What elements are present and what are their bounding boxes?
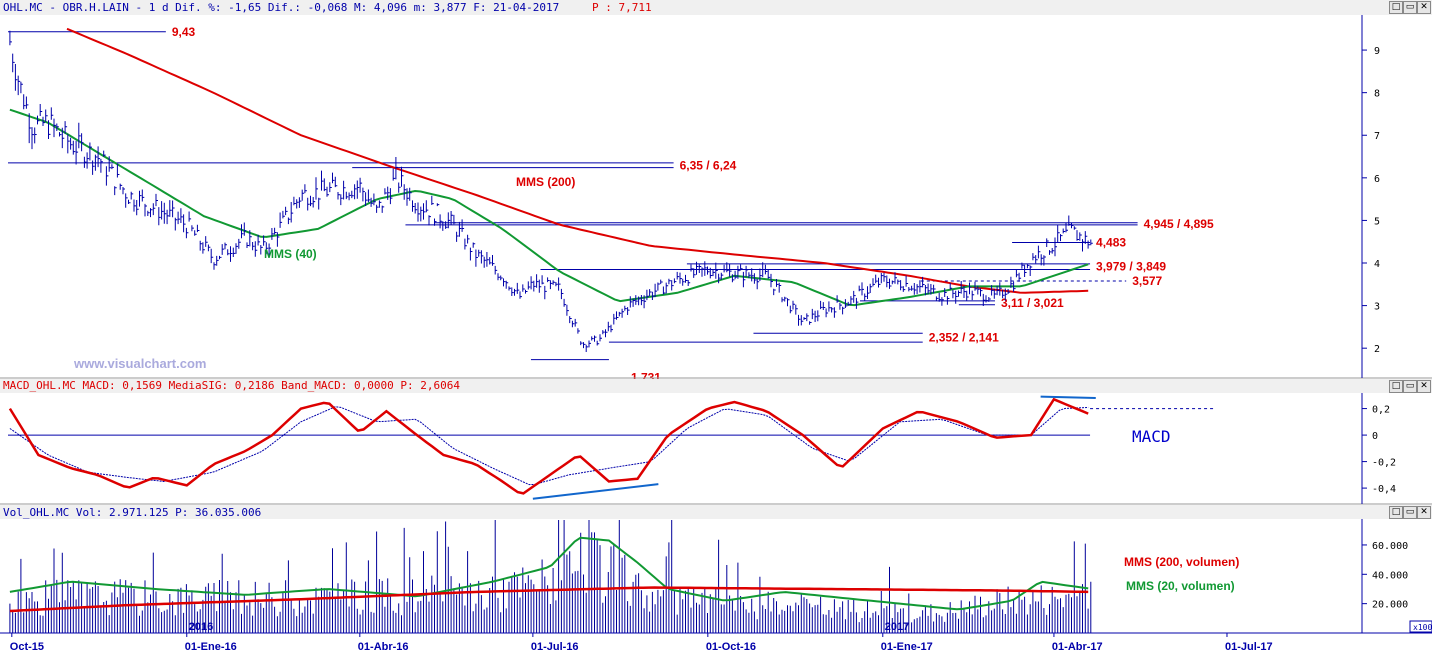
vol-tick-label-1: 40.000: [1372, 570, 1408, 581]
hline-label-6: 3,11 / 3,021: [1001, 296, 1064, 310]
macd-signal-line: [9, 406, 1089, 486]
unit-box-label: x100: [1413, 623, 1432, 632]
volume-panel: Vol_OHL.MC Vol: 2.971.125 P: 36.035.006 …: [0, 503, 1432, 633]
volume-averages: [9, 536, 1089, 613]
macd-label: MACD: [1132, 427, 1171, 446]
price-tick-label-0: 2: [1374, 344, 1380, 355]
macd-tick-label-3: -0,4: [1372, 484, 1396, 495]
x-tick-label-6: 01-Abr-17: [1052, 641, 1103, 652]
macd-panel: MACD_OHL.MC MACD: 0,1569 MediaSIG: 0,218…: [0, 377, 1432, 500]
mms200-label: MMS (200): [516, 175, 575, 189]
mms200-line: [66, 27, 1089, 294]
year-label-1: 2017: [885, 621, 909, 633]
vol-mms200-label: MMS (200, volumen): [1124, 555, 1239, 569]
divergence-line-0: [532, 483, 659, 500]
minimize-volume-panel-button[interactable]: □: [1389, 506, 1403, 519]
x-tick-label-7: 01-Jul-17: [1225, 641, 1273, 652]
price-title: OHL.MC - OBR.H.LAIN - 1 d Dif. %: -1,65 …: [3, 1, 559, 14]
mms40-label: MMS (40): [264, 247, 317, 261]
restore-price-panel-button[interactable]: ▭: [1403, 1, 1417, 14]
watermark: www.visualchart.com: [73, 356, 206, 371]
hline-label-2: 4,945 / 4,895: [1144, 217, 1214, 231]
restore-volume-panel-button[interactable]: ▭: [1403, 506, 1417, 519]
support-resistance-lines: 9,43 6,35 / 6,24 4,945 / 4,895 4,483 3,979 /…: [8, 25, 1214, 385]
price-tick-label-2: 4: [1374, 259, 1380, 270]
macd-line: [8, 397, 1089, 495]
x-tick-label-3: 01-Jul-16: [531, 641, 579, 652]
x-tick-label-5: 01-Ene-17: [881, 641, 933, 652]
close-macd-panel-button[interactable]: ✕: [1417, 380, 1431, 393]
price-tick-label-6: 8: [1374, 89, 1380, 100]
vol-mms200-line: [9, 586, 1089, 613]
macd-tick-label-0: 0,2: [1372, 405, 1390, 416]
volume-title: Vol_OHL.MC Vol: 2.971.125 P: 36.035.006: [3, 506, 261, 519]
vol-mms20-label: MMS (20, volumen): [1126, 579, 1235, 593]
x-tick-label-2: 01-Abr-16: [358, 641, 409, 652]
price-bars: [9, 30, 1093, 352]
vol-tick-label-2: 60.000: [1372, 541, 1408, 552]
price-tick-label-5: 7: [1374, 131, 1380, 142]
volume-title-bar: [0, 505, 1432, 519]
price-tick-label-7: 9: [1374, 46, 1380, 57]
x-tick-label-0: Oct-15: [10, 641, 44, 652]
price-tick-label-3: 5: [1374, 216, 1380, 227]
minimize-price-panel-button[interactable]: □: [1389, 1, 1403, 14]
macd-tick-label-2: -0,2: [1372, 458, 1396, 469]
x-tick-label-1: 01-Ene-16: [185, 641, 237, 652]
close-volume-panel-button[interactable]: ✕: [1417, 506, 1431, 519]
macd-lines-group: [8, 395, 1214, 500]
macd-tick-label-1: 0: [1372, 431, 1378, 442]
price-p-value: P : 7,711: [592, 1, 652, 14]
price-series-group: MMS (200) MMS (40): [9, 27, 1093, 352]
hline-label-5: 3,577: [1132, 274, 1162, 288]
mms40-line: [9, 108, 1089, 307]
vol-mms20-line: [9, 536, 1089, 611]
price-tick-label-1: 3: [1374, 302, 1380, 313]
macd-title-bar: [0, 379, 1432, 393]
hline-label-3: 4,483: [1096, 235, 1126, 249]
hline-label-0: 9,43: [172, 25, 196, 39]
vol-tick-label-0: 20.000: [1372, 600, 1408, 611]
x-axis: Oct-15 01-Ene-16 01-Abr-16 01-Jul-16 01-Oct-…: [0, 621, 1432, 653]
price-tick-label-4: 6: [1374, 174, 1380, 185]
macd-title: MACD_OHL.MC MACD: 0,1569 MediaSIG: 0,218…: [3, 379, 460, 392]
y-axes: 2 3 4 5 6 7 8 9 0,2 0 -0,2 -0,4 20.000 40.000 60.000: [1361, 15, 1408, 633]
restore-macd-panel-button[interactable]: ▭: [1403, 380, 1417, 393]
volume-bar-series: [9, 520, 1092, 633]
hline-label-7: 2,352 / 2,141: [929, 331, 999, 345]
price-title-bar: [0, 0, 1432, 15]
divergence-line-1: [1040, 395, 1096, 399]
x-tick-label-4: 01-Oct-16: [706, 641, 756, 652]
year-label-0: 2016: [189, 621, 213, 633]
hline-label-1: 6,35 / 6,24: [680, 158, 737, 172]
close-price-panel-button[interactable]: ✕: [1417, 1, 1431, 14]
unit-box: [1409, 620, 1432, 633]
volume-bars: [9, 520, 1092, 633]
minimize-macd-panel-button[interactable]: □: [1389, 380, 1403, 393]
price-panel: OHL.MC - OBR.H.LAIN - 1 d Dif. %: -1,65 …: [0, 0, 1432, 385]
hline-label-4: 3,979 / 3,849: [1096, 260, 1166, 274]
